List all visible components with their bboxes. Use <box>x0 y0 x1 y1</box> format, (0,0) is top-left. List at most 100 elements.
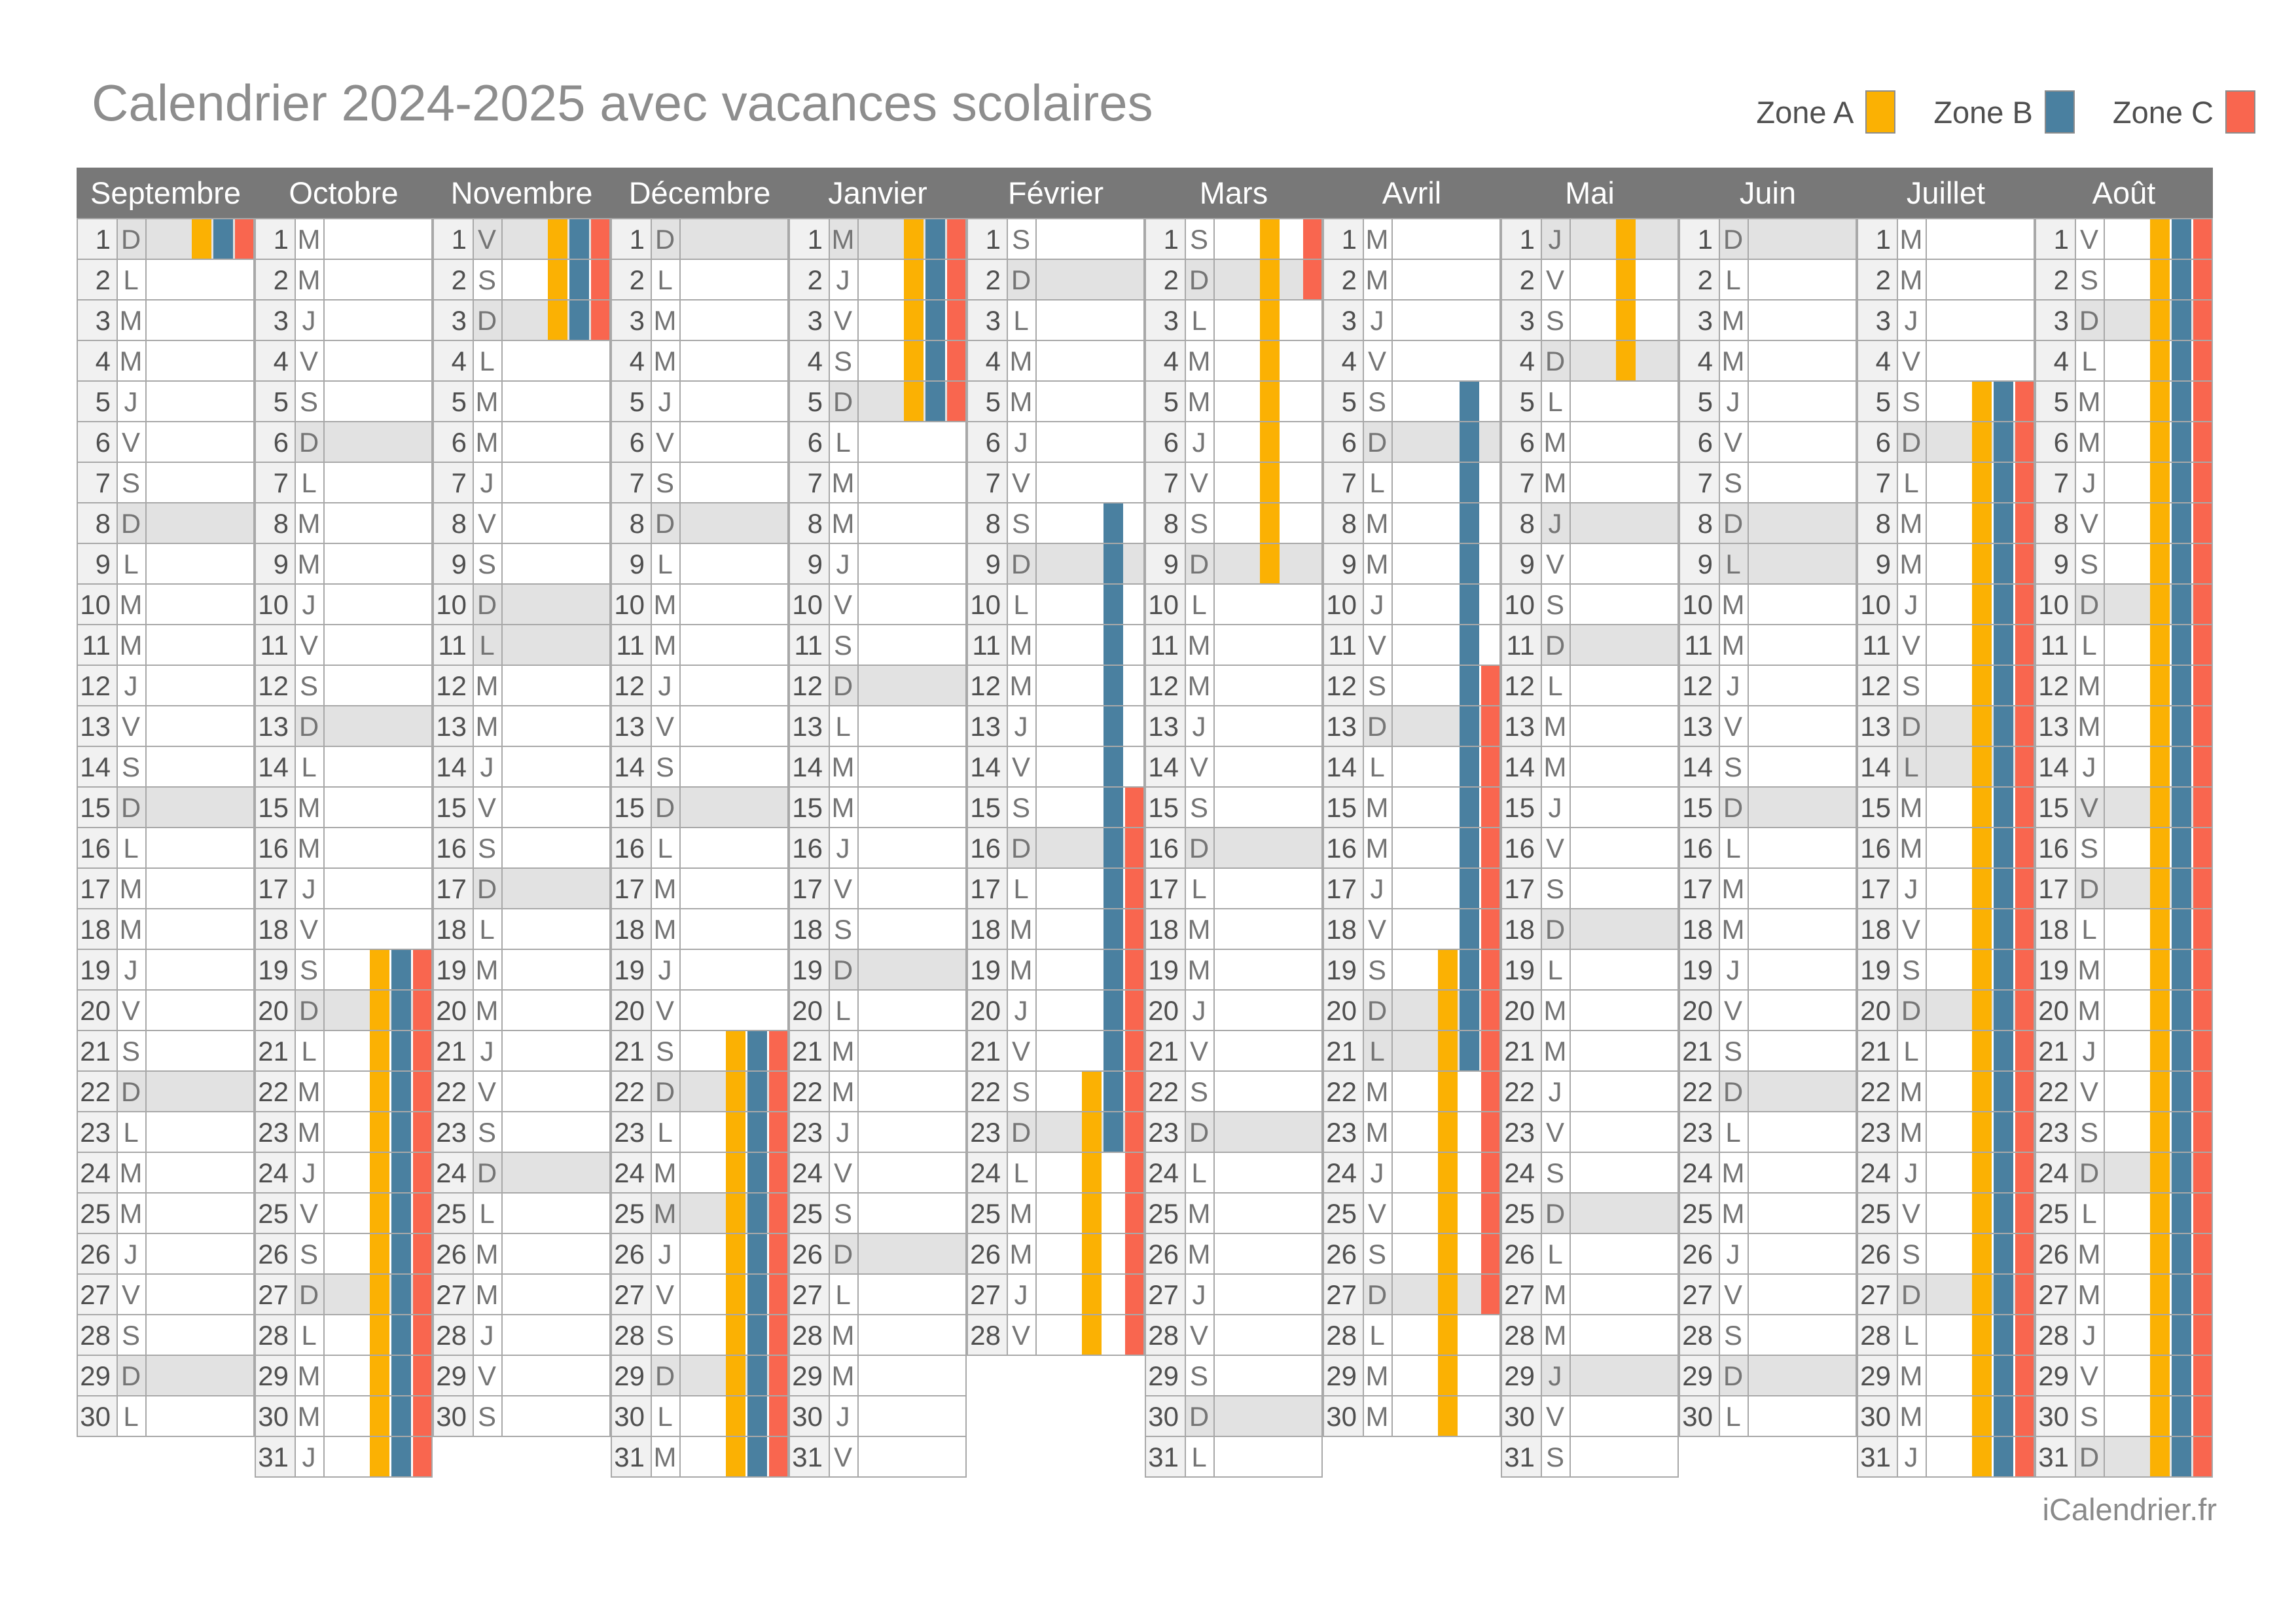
day-letter: M <box>1009 670 1033 701</box>
day-number: 20 <box>970 995 1001 1026</box>
day-number: 18 <box>970 914 1001 945</box>
zone-b-holiday-bar <box>925 219 945 422</box>
day-number: 29 <box>80 1360 111 1391</box>
day-number: 17 <box>792 873 823 904</box>
grid-line-horizontal <box>789 1152 967 1153</box>
grid-line-horizontal <box>789 462 967 463</box>
day-number: 17 <box>1504 873 1535 904</box>
day-letter: M <box>1187 630 1211 661</box>
grid-line-horizontal <box>1679 624 1857 625</box>
day-letter: J <box>1192 427 1206 458</box>
day-letter: L <box>1191 305 1207 336</box>
grid-line-horizontal <box>789 867 967 869</box>
day-number: 30 <box>1326 1401 1357 1432</box>
grid-line-horizontal <box>1145 827 1323 828</box>
day-letter: L <box>1369 752 1385 782</box>
day-letter: L <box>1725 549 1741 579</box>
grid-line-horizontal <box>1145 624 1323 625</box>
grid-line-horizontal <box>255 786 433 788</box>
day-letter: L <box>835 995 851 1026</box>
day-number: 25 <box>80 1198 111 1229</box>
grid-line-horizontal <box>433 989 611 991</box>
day-number: 27 <box>80 1279 111 1310</box>
month-column-septembre: 1 D 2 L 3 M 4 M 5 J 6 V 7 S 8 D 9 L 10 M 11 M 12 J 13 V 14 S 15 D 16 L 1… <box>77 218 255 1437</box>
day-letter: M <box>653 305 677 336</box>
day-number: 16 <box>614 833 645 864</box>
day-letter: V <box>1189 752 1208 782</box>
day-letter: J <box>1904 305 1918 336</box>
day-letter: S <box>121 1320 140 1351</box>
day-letter: J <box>302 305 316 336</box>
day-letter: D <box>120 1076 141 1107</box>
day-number: 30 <box>1860 1401 1891 1432</box>
grid-line-horizontal <box>255 1152 433 1153</box>
grid-line-horizontal <box>433 583 611 585</box>
day-letter: M <box>1721 589 1745 620</box>
weekend-holiday-shade <box>1719 787 1857 828</box>
day-number: 11 <box>972 630 1001 661</box>
grid-line-vertical <box>145 219 147 1436</box>
day-letter: D <box>1367 1279 1388 1310</box>
day-letter: J <box>836 1401 850 1432</box>
day-number: 30 <box>1504 1401 1535 1432</box>
day-letter: M <box>1009 955 1033 985</box>
day-number: 8 <box>1697 508 1713 539</box>
grid-line-horizontal <box>967 1233 1145 1234</box>
grid-line-horizontal <box>1145 908 1323 909</box>
day-number: 28 <box>1504 1320 1535 1351</box>
day-number: 20 <box>1148 995 1179 1026</box>
grid-line-horizontal <box>1501 827 1679 828</box>
zone-b-holiday-bar <box>213 219 233 259</box>
day-letter: S <box>1011 1076 1030 1107</box>
day-number: 28 <box>1148 1320 1179 1351</box>
grid-line-horizontal <box>255 827 433 828</box>
day-number: 12 <box>970 670 1001 701</box>
grid-line-horizontal <box>1679 949 1857 950</box>
day-number: 10 <box>1326 589 1357 620</box>
grid-line-horizontal <box>1857 1070 2035 1072</box>
day-letter: V <box>1011 1320 1030 1351</box>
grid-line-horizontal <box>77 908 255 909</box>
weekend-holiday-shade <box>651 503 789 543</box>
grid-line-vertical <box>1541 219 1542 1477</box>
weekend-holiday-shade <box>295 422 433 462</box>
day-number: 13 <box>792 711 823 742</box>
day-letter: M <box>1899 508 1923 539</box>
day-letter: V <box>1723 711 1742 742</box>
day-letter: M <box>653 873 677 904</box>
grid-line-horizontal <box>1145 705 1323 706</box>
grid-line-horizontal <box>789 259 967 260</box>
day-number: 11 <box>794 630 823 661</box>
day-number: 8 <box>273 508 289 539</box>
day-letter: V <box>299 630 318 661</box>
day-letter: M <box>1721 1198 1745 1229</box>
grid-line-horizontal <box>255 380 433 382</box>
day-letter: J <box>1904 1442 1918 1472</box>
month-header-label-mai: Mai <box>1565 175 1615 210</box>
grid-line-horizontal <box>1679 543 1857 544</box>
day-letter: L <box>1725 1117 1741 1148</box>
day-letter: J <box>302 589 316 620</box>
day-number: 18 <box>1504 914 1535 945</box>
day-letter: J <box>2082 752 2096 782</box>
grid-line-horizontal <box>77 1314 255 1315</box>
grid-line-horizontal <box>789 705 967 706</box>
day-letter: L <box>123 1117 139 1148</box>
day-number: 17 <box>1682 873 1713 904</box>
day-number: 17 <box>2038 873 2069 904</box>
grid-line-horizontal <box>967 218 1145 219</box>
day-number: 28 <box>80 1320 111 1351</box>
day-letter: L <box>1547 670 1563 701</box>
grid-line-horizontal <box>967 299 1145 301</box>
month-column-juillet: 1 M 2 M 3 J 4 V 5 S 6 D 7 L 8 M 9 M 10 J 11 V 12 S 13 D 14 L 15 M 16 M 1… <box>1857 218 2035 1478</box>
grid-line-horizontal <box>2035 1070 2213 1072</box>
day-number: 19 <box>614 955 645 985</box>
grid-line-horizontal <box>1501 218 1679 219</box>
day-number: 19 <box>1682 955 1713 985</box>
grid-line-horizontal <box>1679 867 1857 869</box>
grid-line-horizontal <box>1145 989 1323 991</box>
grid-line-horizontal <box>255 989 433 991</box>
grid-line-horizontal <box>2035 949 2213 950</box>
day-letter: D <box>655 792 675 823</box>
day-number: 25 <box>1504 1198 1535 1229</box>
